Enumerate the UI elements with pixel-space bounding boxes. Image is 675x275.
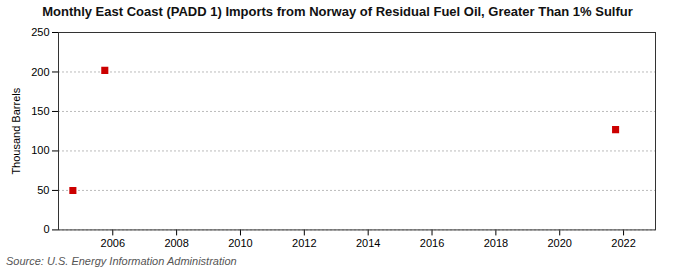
svg-text:2016: 2016 (420, 236, 444, 248)
svg-text:50: 50 (37, 184, 49, 196)
html-text:Monthly East Coast (PADD 1) Im: Monthly East Coast (PADD 1) Imports from… (42, 4, 633, 19)
svg-text:2022: 2022 (611, 236, 635, 248)
svg-text:100: 100 (31, 144, 49, 156)
svg-text:2008: 2008 (164, 236, 188, 248)
svg-text:2020: 2020 (547, 236, 571, 248)
svg-text:2014: 2014 (356, 236, 380, 248)
svg-text:250: 250 (31, 26, 49, 38)
svg-text:0: 0 (43, 223, 49, 235)
html-text:Source: U.S. Energy Informatio: Source: U.S. Energy Information Administ… (6, 255, 237, 267)
svg-text:200: 200 (31, 65, 49, 77)
svg-text:2006: 2006 (101, 236, 125, 248)
svg-text:150: 150 (31, 105, 49, 117)
svg-text:2018: 2018 (484, 236, 508, 248)
svg-text:2010: 2010 (228, 236, 252, 248)
svg-text:2012: 2012 (292, 236, 316, 248)
svg-text:Thousand Barrels: Thousand Barrels (10, 87, 22, 174)
